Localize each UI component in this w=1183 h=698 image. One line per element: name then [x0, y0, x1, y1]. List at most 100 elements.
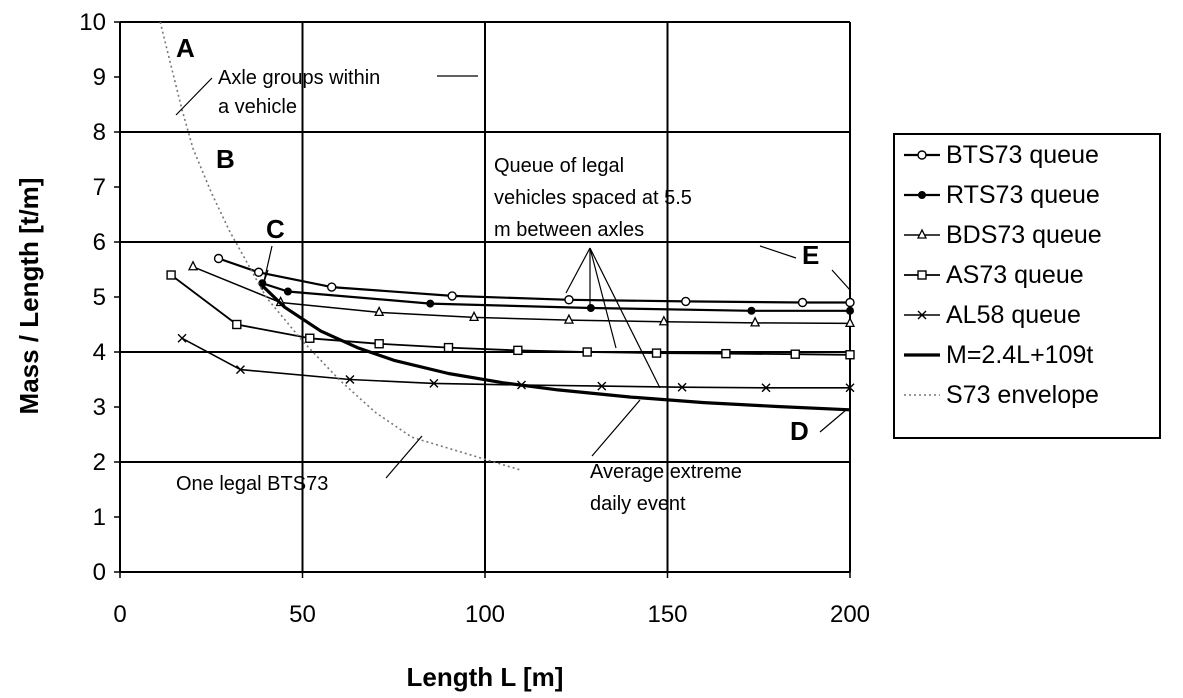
data-point: [658, 315, 669, 326]
x-tick-label: 0: [113, 601, 126, 628]
data-point: [254, 267, 264, 277]
y-axis-title: Mass / Length [t/m]: [14, 178, 44, 415]
data-point: [761, 383, 771, 393]
data-point: [235, 365, 245, 375]
data-point: [597, 381, 607, 391]
legend-swatch-marker: [917, 150, 927, 160]
data-point: [305, 333, 315, 343]
legend-label: AS73 queue: [946, 261, 1084, 289]
queue-legal-line1: Queue of legal: [494, 155, 624, 177]
label-e: E: [802, 240, 819, 270]
legend-item: BTS73 queue: [904, 141, 1099, 169]
axle-arrow: [175, 77, 213, 116]
series-line: [159, 21, 522, 472]
data-point: [447, 291, 457, 301]
data-point: [846, 306, 854, 315]
data-point: [677, 382, 687, 392]
y-tick-label: 8: [93, 119, 106, 146]
series-line: [218, 257, 850, 304]
legend-item: BDS73 queue: [904, 221, 1102, 249]
data-point: [166, 270, 176, 280]
e-leader: [759, 245, 797, 259]
data-point: [468, 310, 480, 322]
queue-legal-line3: m between axles: [494, 219, 644, 241]
legend-item: M=2.4L+109t: [904, 341, 1093, 369]
y-tick-label: 10: [79, 9, 106, 36]
data-point: [721, 348, 731, 359]
legend-item: S73 envelope: [904, 381, 1099, 409]
data-point: [345, 375, 355, 384]
data-point: [177, 333, 187, 343]
data-point: [845, 383, 855, 393]
queue-arrow-3: [589, 247, 617, 349]
e-arrow: [831, 269, 851, 291]
annotations: A B C D E Axle groups within a vehicle Q…: [175, 33, 851, 515]
c-tick: [261, 269, 269, 289]
data-point: [564, 295, 574, 305]
data-point: [797, 297, 808, 308]
queue-legal-line2: vehicles spaced at 5.5: [494, 187, 692, 209]
data-point: [844, 316, 856, 328]
data-point: [681, 296, 691, 307]
data-point: [429, 378, 439, 388]
series-line: [262, 282, 850, 312]
data-point: [845, 350, 855, 360]
series-line: [192, 266, 851, 325]
legend: BTS73 queue RTS73 queue BDS73 queue AS73 qu…: [893, 133, 1161, 439]
label-b: B: [216, 144, 235, 174]
y-tick-label: 0: [93, 559, 106, 586]
axle-groups-line1: Axle groups within: [218, 67, 380, 89]
legend-swatch-marker: [917, 270, 927, 280]
average-extreme-line1: Average extreme: [590, 461, 742, 483]
series-layer: [159, 21, 856, 472]
series-6: [257, 281, 851, 412]
series-line: [257, 281, 851, 412]
y-tick-label: 9: [93, 64, 106, 91]
legend-items: BTS73 queue RTS73 queue BDS73 queue AS73 qu…: [904, 141, 1102, 409]
series-4: [166, 270, 855, 360]
legend-label: BDS73 queue: [946, 221, 1102, 249]
data-point: [327, 282, 337, 292]
x-tick-label: 50: [289, 601, 316, 628]
data-point: [582, 347, 592, 357]
legend-label: M=2.4L+109t: [946, 341, 1093, 369]
data-point: [374, 305, 385, 317]
y-tick-label: 7: [93, 174, 106, 201]
grid-lines: [120, 21, 851, 572]
legend-swatch-marker: [917, 310, 927, 320]
data-point: [232, 319, 242, 330]
legend-item: AL58 queue: [904, 301, 1081, 329]
d-arrow: [819, 409, 847, 433]
legend-label: BTS73 queue: [946, 141, 1099, 169]
data-point: [283, 287, 292, 296]
average-arrow: [591, 399, 641, 457]
label-d: D: [790, 416, 809, 446]
data-point: [443, 342, 454, 353]
series-2: [258, 279, 854, 315]
data-point: [790, 349, 800, 359]
average-extreme-line2: daily event: [590, 493, 686, 515]
y-tick-label: 1: [93, 504, 106, 531]
data-point: [845, 297, 855, 308]
data-point: [747, 306, 756, 315]
data-point: [750, 316, 761, 327]
legend-item: RTS73 queue: [904, 181, 1100, 209]
x-tick-label: 200: [830, 601, 870, 628]
data-point: [563, 313, 575, 324]
series-1: [213, 253, 855, 308]
y-tick-label: 2: [93, 449, 106, 476]
label-c: C: [266, 214, 285, 244]
data-point: [374, 339, 384, 349]
y-tick-label: 4: [93, 339, 106, 366]
data-point: [586, 304, 595, 312]
data-point: [651, 348, 662, 358]
x-tick-label: 150: [647, 601, 687, 628]
data-point: [513, 345, 523, 356]
x-tick-label: 100: [465, 601, 505, 628]
legend-label: S73 envelope: [946, 381, 1099, 409]
y-tick-label: 5: [93, 284, 106, 311]
data-point: [426, 299, 435, 308]
legend-swatch-marker: [918, 191, 926, 199]
